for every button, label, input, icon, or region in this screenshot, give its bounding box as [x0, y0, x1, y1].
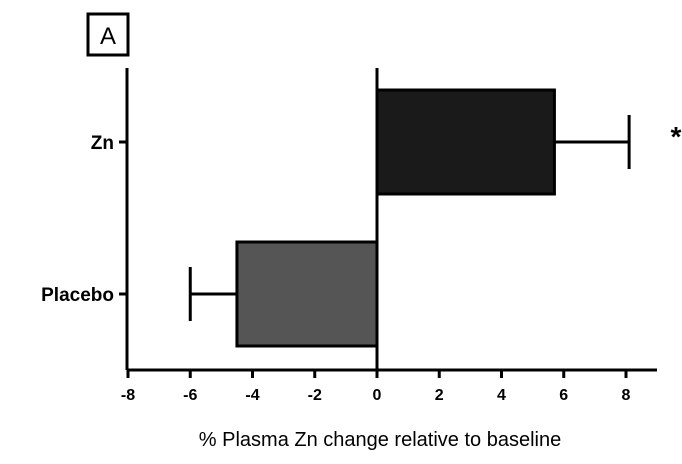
error-bars-group [188, 115, 631, 321]
bar [375, 88, 556, 196]
x-tick-label: -6 [183, 387, 197, 404]
panel-label-text: A [100, 23, 116, 50]
panel-label-box [86, 12, 130, 57]
x-tick-label: -2 [308, 387, 322, 404]
y-category-label: Placebo [41, 285, 114, 306]
x-tick-label: -4 [245, 387, 259, 404]
y-category-label: Zn [91, 133, 114, 154]
x-ticks-group: -8 -6 -4 -2 0 2 4 6 8 [121, 370, 631, 404]
x-tick-label: 0 [373, 387, 382, 404]
bars-group [235, 88, 556, 348]
significance-marker: * [671, 121, 682, 152]
y-categories-group: Zn Placebo [41, 133, 127, 306]
bar [235, 240, 379, 348]
x-axis-title: % Plasma Zn change relative to baseline [199, 429, 561, 451]
x-tick-label: 8 [622, 387, 631, 404]
x-tick-label: 2 [435, 387, 444, 404]
annotations-group: * [671, 121, 682, 152]
x-tick-label: -8 [121, 387, 135, 404]
panel-label: A [86, 12, 130, 57]
x-tick-label: 4 [497, 387, 506, 404]
x-tick-label: 6 [559, 387, 568, 404]
